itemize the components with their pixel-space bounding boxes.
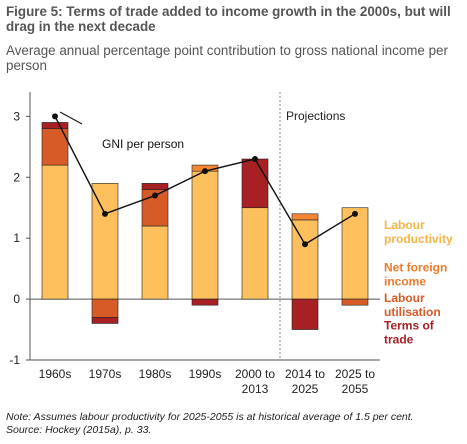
gni-point: [252, 156, 258, 162]
bar-segment-labour-utilisation: [341, 298, 369, 306]
gni-point: [202, 168, 208, 175]
legend-label-labour-utilisation: utilisation: [384, 305, 441, 319]
x-tick-label: 2025: [292, 382, 319, 396]
gni-point: [352, 210, 358, 217]
gni-callout-leader: [59, 111, 83, 125]
x-tick-label: 2000 to: [235, 367, 275, 381]
legend-label-net-foreign-income: income: [384, 275, 426, 289]
y-tick-label: -1: [9, 353, 20, 367]
bar-segment-net-foreign-income: [291, 213, 319, 221]
x-tick-label: 2025 to: [335, 367, 375, 381]
bar-segment-labour-productivity: [241, 207, 269, 300]
bar-segment-labour-productivity: [91, 183, 119, 300]
x-tick-label: 2013: [242, 382, 269, 396]
chart-subtitle: Average annual percentage point contribu…: [6, 43, 448, 73]
bar-segment-terms-of-trade: [241, 158, 269, 209]
x-tick-label: 2014 to: [285, 367, 325, 381]
y-tick-label: 1: [13, 231, 20, 245]
legend-label-labour-productivity: productivity: [384, 232, 453, 246]
y-tick-label: 3: [13, 109, 20, 123]
x-tick-label: 1980s: [139, 367, 172, 381]
bar-segment-labour-productivity: [341, 207, 369, 300]
bar-segment-terms-of-trade: [291, 298, 319, 330]
bar-segment-terms-of-trade: [41, 122, 69, 129]
bar-segment-labour-utilisation: [91, 298, 119, 318]
y-tick-label: 0: [13, 292, 20, 306]
x-tick-label: 1990s: [189, 367, 222, 381]
gni-point: [102, 210, 108, 217]
bar-segment-labour-productivity: [191, 170, 219, 300]
bar-segment-labour-productivity: [41, 164, 69, 300]
note-text: Note: Assumes labour productivity for 20…: [6, 411, 414, 423]
bar-segment-terms-of-trade: [91, 317, 119, 324]
legend-label-terms-of-trade: Terms of: [384, 319, 435, 333]
gni-point: [52, 113, 58, 120]
legend-label-labour-utilisation: Labour: [384, 291, 425, 305]
legend-label-labour-productivity: Labour: [384, 218, 425, 232]
chart-title: Figure 5: Terms of trade added to income…: [6, 4, 451, 34]
chart-note: Note: Assumes labour productivity for 20…: [6, 411, 464, 437]
gni-point: [152, 192, 158, 199]
gni-callout-label: GNI per person: [102, 137, 184, 151]
gni-point: [302, 241, 308, 248]
source-text: Source: Hockey (2015a), p. 33.: [6, 424, 152, 436]
y-tick-label: 2: [13, 170, 20, 184]
x-tick-label: 1960s: [39, 367, 72, 381]
legend-label-net-foreign-income: Net foreign: [384, 261, 447, 275]
legend-label-terms-of-trade: trade: [384, 333, 414, 347]
bar-segment-terms-of-trade: [141, 183, 169, 190]
bar-segment-labour-productivity: [291, 219, 319, 300]
x-tick-label: 2055: [342, 382, 369, 396]
bar-segment-labour-productivity: [141, 225, 169, 300]
projection-label: Projections: [286, 109, 345, 123]
x-tick-label: 1970s: [89, 367, 122, 381]
bar-segment-terms-of-trade: [191, 298, 219, 306]
